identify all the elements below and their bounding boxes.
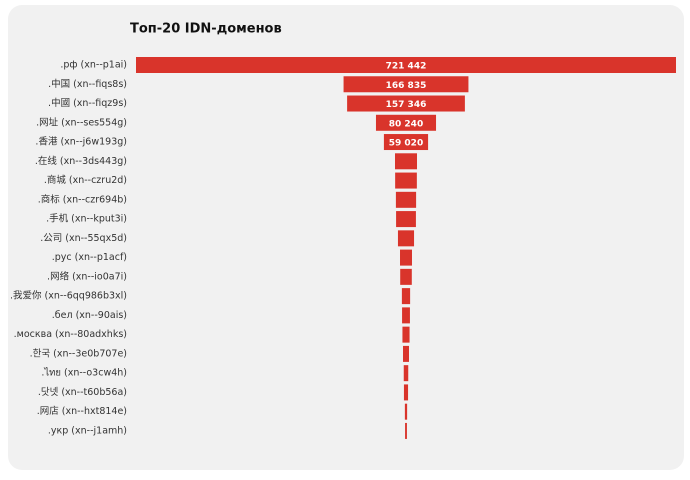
value-label: 59 020 [389,139,423,149]
bar [400,249,412,266]
category-label: .商标 (xn--czr694b) [38,193,127,205]
bar [383,134,429,151]
bar [400,268,412,285]
bar [394,153,418,170]
category-label: .москва (xn--80adxhks) [14,329,127,340]
bar [402,326,410,343]
value-label: 721 442 [386,62,427,72]
bar [395,191,417,208]
category-label: .我爱你 (xn--6qq986b3xl) [10,290,127,302]
bar [397,230,415,247]
bar [401,288,411,305]
category-label: .商城 (xn--czru2d) [44,174,127,186]
bar [405,422,407,439]
bar [396,211,416,228]
bar [347,95,465,112]
bar [404,403,408,420]
category-label: .한국 (xn--3e0b707e) [30,348,127,359]
category-label: .在线 (xn--3ds443g) [35,155,127,167]
category-label: .香港 (xn--j6w193g) [35,136,127,148]
bar [403,345,409,362]
category-label: .бел (xn--90ais) [52,310,127,321]
category-label: .网址 (xn--ses554g) [36,116,127,128]
value-label: 80 240 [389,119,423,129]
value-label: 166 835 [386,81,427,91]
category-label: .укр (xn--j1amh) [48,425,127,436]
card [8,5,684,470]
category-label: .手机 (xn--kput3i) [46,213,127,225]
bar [395,172,417,189]
bar [343,76,469,93]
category-label: .рф (xn--p1ai) [60,60,127,71]
value-label: 157 346 [386,100,427,110]
category-label: .网络 (xn--io0a7i) [47,270,127,282]
chart-title: Топ-20 IDN-доменов [130,22,282,37]
bar [402,307,410,324]
bar [375,114,437,131]
bar [136,57,676,73]
bar [403,384,409,401]
category-label: .ไทย (xn--o3cw4h) [41,367,127,379]
category-label: .中国 (xn--fiqs8s) [48,78,127,90]
category-label: .网店 (xn--hxt814e) [37,405,127,417]
category-label: .中國 (xn--fiqz9s) [48,97,127,109]
category-label: .닷넷 (xn--t60b56a) [38,387,127,398]
category-label: .公司 (xn--55qx5d) [40,233,127,244]
bar [403,365,409,382]
category-label: .рус (xn--p1acf) [52,252,127,263]
